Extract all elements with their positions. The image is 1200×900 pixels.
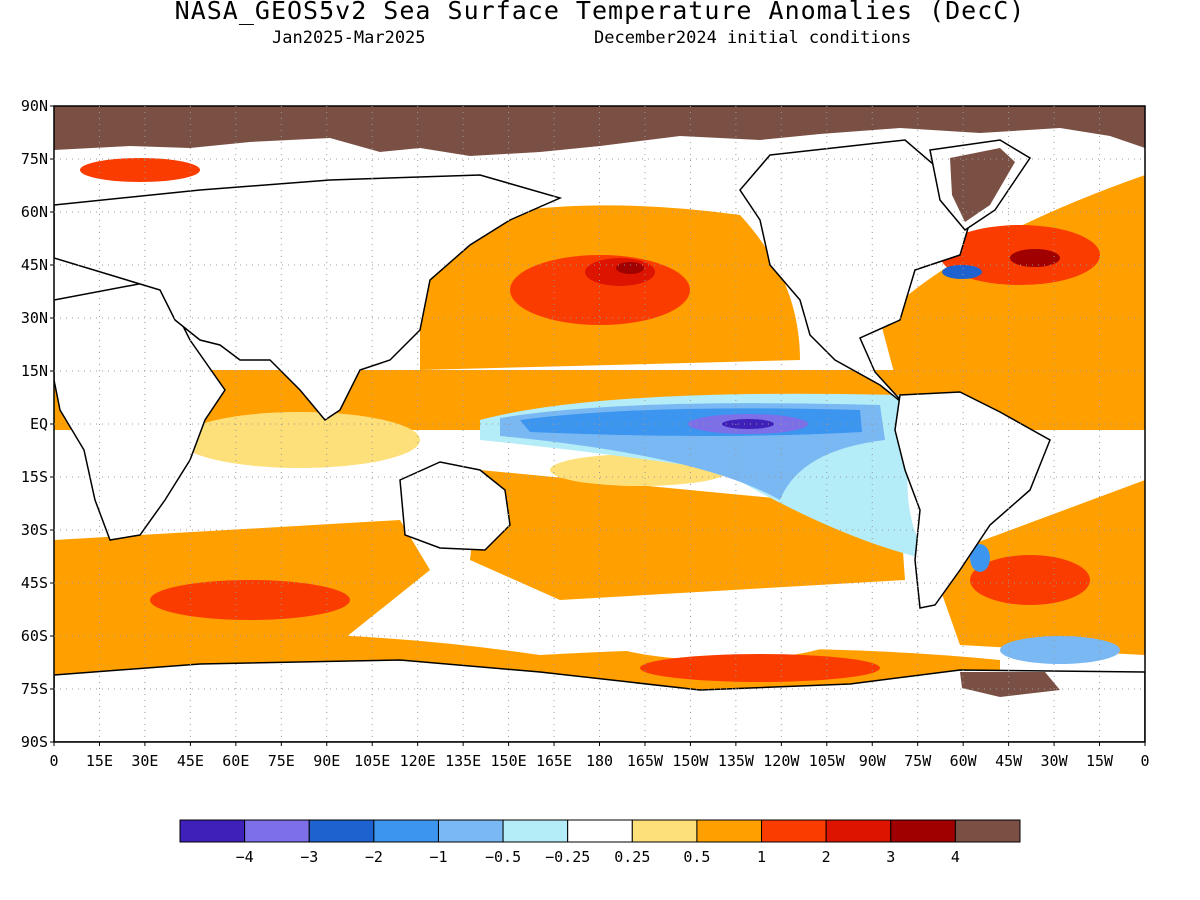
lon-tick-label: 105W [809,752,846,770]
forecast-period-subtitle: Jan2025-Mar2025 [272,28,426,48]
colorbar-label: 2 [822,848,831,866]
lon-tick-label: 120W [763,752,800,770]
map-title: NASA_GEOS5v2 Sea Surface Temperature Ano… [174,0,1026,25]
colorbar-label: 1 [757,848,766,866]
colorbar-swatch [954,819,1021,843]
gulf-stream-cold-eddy [942,265,982,279]
colorbar-swatch [373,819,439,843]
lon-tick-label: 15W [1086,752,1114,770]
lat-tick-label: 30S [21,521,48,539]
longitude-axis: 0 15E 30E 45E 60E 75E 90E 105E 120E 135E 150E 165E 1… [49,742,1150,770]
lon-tick-label: 165E [536,752,572,770]
graticule [54,106,1145,742]
lat-tick-label: EQ [30,415,48,433]
lon-tick-label: 180 [586,752,613,770]
lon-tick-label: 30W [1041,752,1069,770]
eurasia-land [54,174,563,421]
lon-tick-label: 150W [672,752,709,770]
colorbar-label: 4 [951,848,960,866]
colorbar-swatch [179,819,246,843]
lat-tick-label: 60N [21,203,48,221]
lat-tick-label: 15S [21,468,48,486]
north-atlantic-warm-field [880,175,1145,395]
lat-tick-label: 75N [21,150,48,168]
colorbar-swatch [502,819,569,843]
southern-ocean-hotspot [640,654,880,682]
colorbar-label: −0.25 [545,848,590,866]
latitude-axis: 90N 75N 60N 45N 30N 15N EQ 15S 30S 45S 60S 75S 90S [21,97,54,751]
lat-tick-label: 30N [21,309,48,327]
lon-tick-label: 135W [718,752,755,770]
greenland-ice [950,148,1015,222]
lat-tick-label: 90N [21,97,48,115]
colorbar-label: 0.25 [614,848,650,866]
lat-tick-label: 45S [21,574,48,592]
antarctic-peninsula-ice [960,672,1060,697]
colorbar-label: 0.5 [683,848,710,866]
lon-tick-label: 0 [49,752,58,770]
lat-tick-label: 45N [21,256,48,274]
nino-cold-peak [722,419,774,429]
lat-tick-label: 75S [21,680,48,698]
lon-tick-label: 150E [491,752,527,770]
colorbar-swatch [761,819,827,843]
australia-land [399,461,511,551]
lon-tick-label: 30E [131,752,158,770]
colorbar-swatch [696,819,763,843]
east-antarctic-cold-patch [1000,636,1120,664]
land-masses [54,139,1145,742]
colorbar-swatch [244,819,310,843]
colorbar-swatch [437,819,504,843]
lat-tick-label: 60S [21,627,48,645]
antarctica-land [54,659,1145,742]
lon-tick-label: 15E [86,752,113,770]
north-pacific-peak-core [616,262,644,274]
colorbar-label: −1 [429,848,447,866]
lat-tick-label: 15N [21,362,48,380]
map-field [54,106,1145,742]
colorbar: −4 −3 −2 −1 −0.5 −0.25 0.25 0.5 1 2 3 4 [179,819,1021,866]
lon-tick-label: 120E [400,752,436,770]
colorbar-label: −3 [300,848,318,866]
initial-conditions-subtitle: December2024 initial conditions [594,28,912,48]
lon-tick-label: 0 [1140,752,1149,770]
colorbar-label: −2 [365,848,383,866]
colorbar-swatch [825,819,892,843]
north-atlantic-peak [1010,249,1060,267]
barents-sea-hotspot [80,158,200,182]
colorbar-label: −4 [236,848,254,866]
colorbar-label: 3 [886,848,895,866]
south-indian-hotspot [150,580,350,620]
south-pacific-neutral [590,600,850,660]
lon-tick-label: 45W [995,752,1023,770]
colorbar-swatch [308,819,375,843]
south-atlantic-cold-eddy [970,544,990,572]
south-america-land [894,391,1051,609]
colorbar-swatch [631,819,698,843]
colorbar-swatch [890,819,956,843]
lon-tick-label: 45E [177,752,204,770]
colorbar-swatch [567,819,633,843]
lon-tick-label: 165W [627,752,664,770]
lon-tick-label: 90W [859,752,887,770]
colorbar-label: −0.5 [485,848,521,866]
lon-tick-label: 60E [222,752,249,770]
lon-tick-label: 75W [904,752,932,770]
lon-tick-label: 75E [268,752,295,770]
lon-tick-label: 135E [445,752,481,770]
indian-ocean-neutral [180,412,420,468]
lon-tick-label: 60W [950,752,978,770]
lon-tick-label: 105E [354,752,390,770]
lon-tick-label: 90E [313,752,340,770]
lat-tick-label: 90S [21,733,48,751]
south-atlantic-hotspot [970,555,1090,605]
africa-land [54,279,226,541]
